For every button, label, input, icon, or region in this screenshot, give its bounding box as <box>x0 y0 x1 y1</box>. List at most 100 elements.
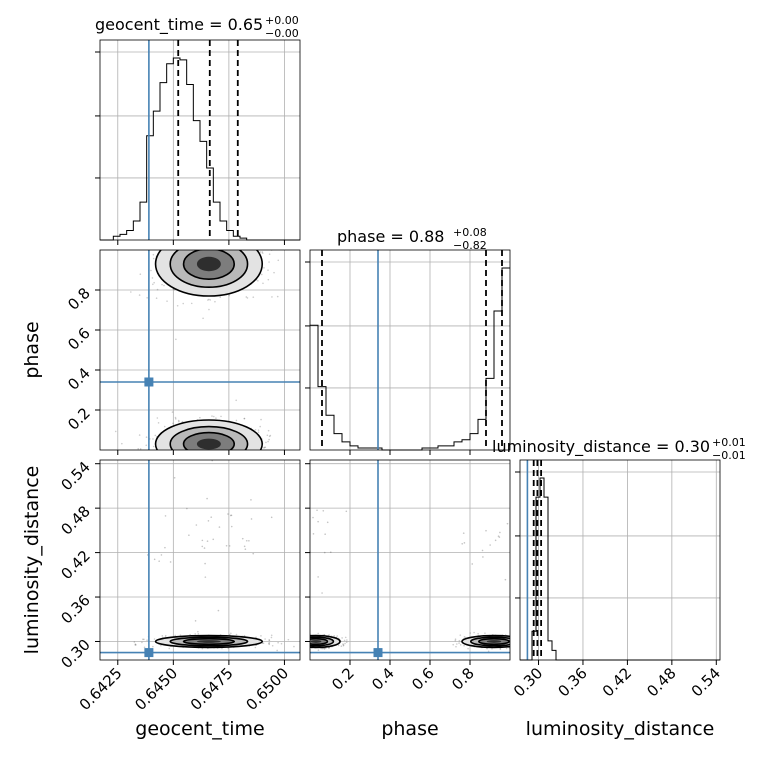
sample-point <box>196 453 198 455</box>
sample-point <box>296 638 298 640</box>
sample-point <box>268 642 270 645</box>
sample-point <box>194 454 196 456</box>
sample-point <box>241 242 243 244</box>
x-tick-label: 0.6 <box>408 664 438 694</box>
sample-point <box>322 647 324 650</box>
x-tick-label: 0.8 <box>448 664 478 694</box>
sample-point <box>302 643 304 645</box>
sample-point <box>321 592 323 594</box>
sample-point <box>186 507 188 510</box>
sample-point <box>303 637 305 639</box>
sample-point <box>209 248 211 250</box>
sample-point <box>194 244 196 246</box>
sample-point <box>203 450 205 452</box>
density-level <box>310 640 322 643</box>
sample-point <box>251 451 253 453</box>
sample-point <box>514 646 516 648</box>
sample-point <box>521 638 523 640</box>
sample-point <box>514 642 516 644</box>
sample-point <box>301 638 303 640</box>
truth-marker <box>144 648 154 658</box>
sample-point <box>208 308 210 311</box>
sample-point <box>241 537 244 540</box>
sample-point <box>308 639 310 641</box>
sample-point <box>477 632 479 635</box>
sample-point <box>512 639 514 641</box>
sample-point <box>160 554 163 556</box>
sample-point <box>214 238 216 240</box>
contour-line <box>182 637 236 646</box>
sample-point <box>307 643 309 645</box>
sample-point <box>469 632 472 634</box>
sample-point <box>249 458 251 460</box>
sample-point <box>203 455 205 457</box>
sample-point <box>482 556 484 558</box>
sample-point <box>514 645 516 647</box>
sample-point <box>220 455 222 457</box>
density-level <box>196 640 221 643</box>
sample-point <box>185 241 187 243</box>
sample-point <box>290 637 292 639</box>
sample-point <box>297 645 299 647</box>
sample-point <box>187 452 189 454</box>
sample-point <box>463 636 466 638</box>
sample-point <box>170 461 172 463</box>
sample-point <box>228 294 230 297</box>
x-tick-label: 0.6425 <box>76 664 126 714</box>
sample-point <box>200 246 202 248</box>
x-tick-label: 0.6475 <box>187 664 237 714</box>
sample-point <box>209 465 211 467</box>
sample-point <box>231 465 233 467</box>
sample-point <box>491 647 493 650</box>
sample-point <box>294 644 296 646</box>
sample-point <box>218 526 221 528</box>
sample-point <box>195 243 197 245</box>
sample-point <box>302 641 304 643</box>
sample-point <box>458 642 460 644</box>
sample-point <box>511 641 513 643</box>
sample-point <box>220 415 222 418</box>
sample-point <box>307 638 309 640</box>
sample-point <box>473 631 475 634</box>
sample-point <box>244 240 246 242</box>
sample-point <box>511 643 513 645</box>
sample-point <box>301 644 303 646</box>
sample-point <box>302 639 304 641</box>
sample-point <box>233 452 235 454</box>
sample-point <box>328 647 330 649</box>
sample-point <box>308 637 310 639</box>
sample-point <box>267 278 270 281</box>
sample-point <box>306 637 308 639</box>
svg-text:luminosity_distance = 0.30: luminosity_distance = 0.30 <box>492 437 710 457</box>
sample-point <box>510 638 512 640</box>
contour-line <box>182 250 236 280</box>
sample-point <box>312 516 314 519</box>
sample-point <box>223 461 225 463</box>
sample-point <box>517 637 519 639</box>
sample-point <box>316 509 318 512</box>
x-axis-label-luminosity-distance: luminosity_distance <box>526 718 715 740</box>
sample-point <box>523 639 525 641</box>
sample-point <box>250 451 252 453</box>
sample-point <box>302 639 304 641</box>
sample-point <box>459 644 462 646</box>
sample-point <box>197 458 199 460</box>
sample-point <box>264 638 266 640</box>
sample-point <box>472 453 474 455</box>
sample-point <box>214 300 216 303</box>
sample-point <box>205 452 207 454</box>
sample-point <box>246 457 248 459</box>
sample-point <box>146 639 148 641</box>
sample-point <box>163 248 165 250</box>
sample-point <box>190 242 192 244</box>
sample-point <box>521 641 523 643</box>
sample-point <box>230 514 233 517</box>
contour-line <box>169 425 249 450</box>
sample-point <box>191 461 193 463</box>
sample-point <box>219 296 222 298</box>
sample-point <box>259 454 261 456</box>
sample-point <box>342 644 345 647</box>
sample-point <box>200 232 202 234</box>
sample-point <box>308 638 310 640</box>
sample-point <box>525 644 527 646</box>
